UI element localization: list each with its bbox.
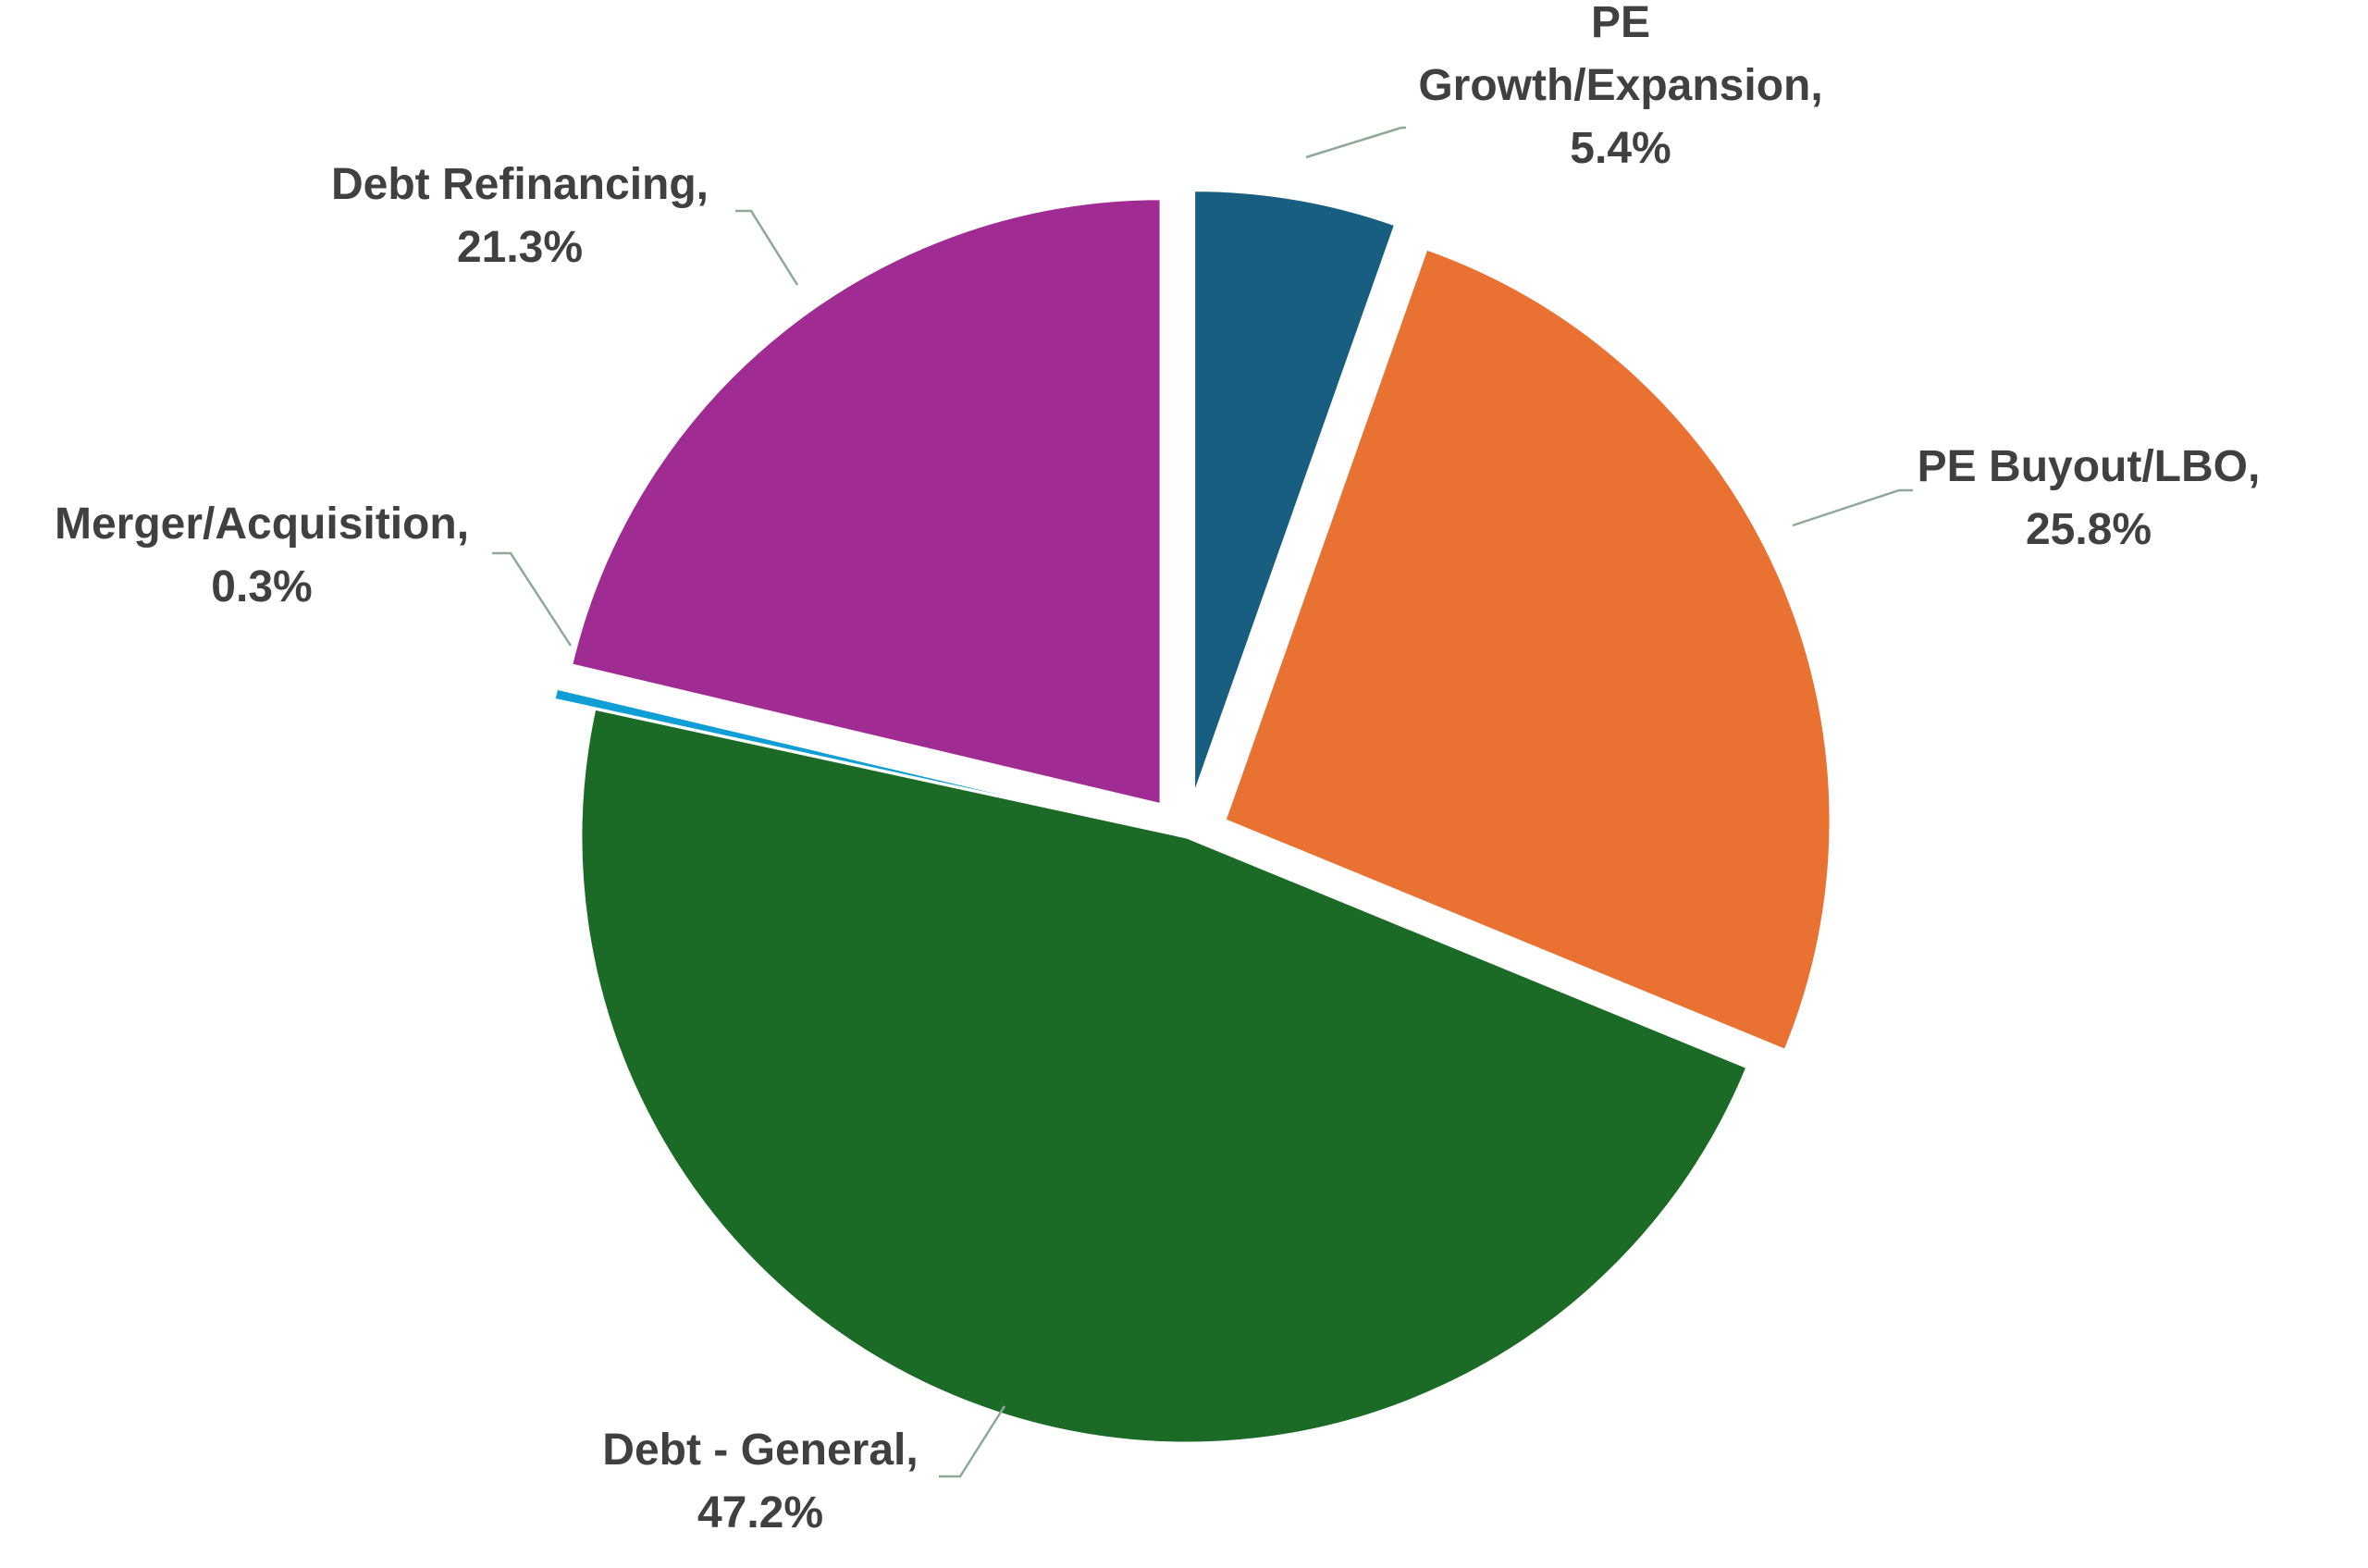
data-label-line: 5.4% <box>1570 124 1671 173</box>
data-label-debt-general: Debt - General, 47.2% <box>602 1426 918 1537</box>
pie-slice-debt-refinancing <box>569 197 1163 807</box>
data-label-pe-buyout-lbo: PE Buyout/LBO, 25.8% <box>1918 442 2261 554</box>
data-label-line: 0.3% <box>211 562 312 611</box>
leader-lines-layer <box>492 126 1913 1478</box>
slices-layer <box>552 189 1832 1445</box>
data-label-line: 25.8% <box>2026 505 2152 554</box>
data-label-line: PE <box>1591 0 1650 47</box>
data-label-pe-growth-expansion: PE Growth/Expansion, 5.4% <box>1418 0 1822 173</box>
data-label-line: Growth/Expansion, <box>1418 61 1822 110</box>
pie-slice-pe-growth-expansion <box>1192 189 1398 797</box>
data-label-line: PE Buyout/LBO, <box>1918 442 2261 491</box>
leader-line-merger-acquisition <box>492 551 573 647</box>
leader-line-pe-growth-expansion <box>1305 126 1406 159</box>
pie-slice-pe-buyout-lbo <box>1223 247 1832 1053</box>
data-labels-layer: PE Growth/Expansion, 5.4% PE Buyout/LBO, 25.… <box>55 0 2260 1537</box>
pie-slice-debt-general <box>579 707 1749 1445</box>
data-label-line: 21.3% <box>457 223 583 272</box>
leader-line-pe-buyout-lbo <box>1792 488 1913 527</box>
leader-line-debt-general <box>939 1405 1006 1478</box>
data-label-line: 47.2% <box>697 1488 823 1537</box>
leader-line-debt-refinancing <box>735 209 799 286</box>
data-label-line: Debt Refinancing, <box>331 160 709 209</box>
pie-slice-merger-acquisition <box>552 686 1147 830</box>
data-label-line: Merger/Acquisition, <box>55 500 469 549</box>
data-label-line: Debt - General, <box>602 1426 918 1475</box>
data-label-debt-refinancing: Debt Refinancing, 21.3% <box>331 160 709 272</box>
data-label-merger-acquisition: Merger/Acquisition, 0.3% <box>55 500 469 611</box>
